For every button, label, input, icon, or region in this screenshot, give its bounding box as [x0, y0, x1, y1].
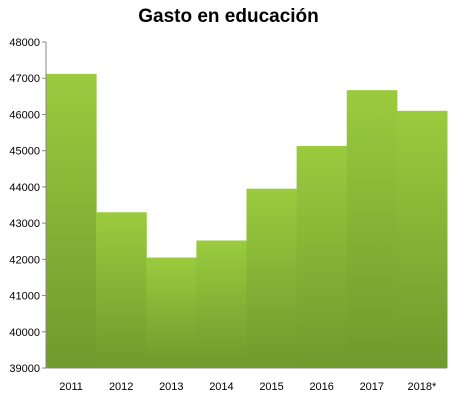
- bar-2011: [46, 73, 97, 369]
- y-tick-label: 44000: [9, 182, 40, 194]
- y-tick-label: 47000: [9, 73, 40, 85]
- bars-layer: [46, 73, 448, 369]
- x-tick-label: 2017: [360, 381, 384, 393]
- y-tick-label: 39000: [9, 363, 40, 375]
- y-tick-label: 48000: [9, 37, 40, 49]
- y-tick-label: 40000: [9, 327, 40, 339]
- chart-title: Gasto en educación: [138, 6, 319, 27]
- x-tick-label: 2011: [59, 381, 83, 393]
- y-tick-label: 46000: [9, 109, 40, 121]
- bar-2018*: [396, 110, 448, 369]
- x-tick-label: 2018*: [408, 381, 437, 393]
- x-tick-label: 2015: [259, 381, 283, 393]
- x-tick-label: 2013: [159, 381, 183, 393]
- bar-2016: [296, 145, 348, 368]
- y-tick-label: 42000: [9, 254, 40, 266]
- y-tick-label: 45000: [9, 146, 40, 158]
- bar-2015: [246, 188, 298, 368]
- bar-2017: [346, 90, 398, 369]
- x-tick-label: 2016: [309, 381, 333, 393]
- y-tick-label: 43000: [9, 218, 40, 230]
- axis-layer: [45, 42, 447, 369]
- bar-2012: [96, 212, 147, 368]
- y-tick-label: 41000: [9, 291, 40, 303]
- x-tick-labels: 2011 2012 2013 2014 2015 2016 2017 2018*: [59, 381, 437, 393]
- x-tick-label: 2014: [209, 381, 233, 393]
- bar-2014: [196, 240, 247, 368]
- x-tick-label: 2012: [109, 381, 133, 393]
- bar-2013: [146, 257, 197, 368]
- y-tick-labels: 39000 40000 41000 42000 43000 44000 45000 46000…: [9, 37, 46, 375]
